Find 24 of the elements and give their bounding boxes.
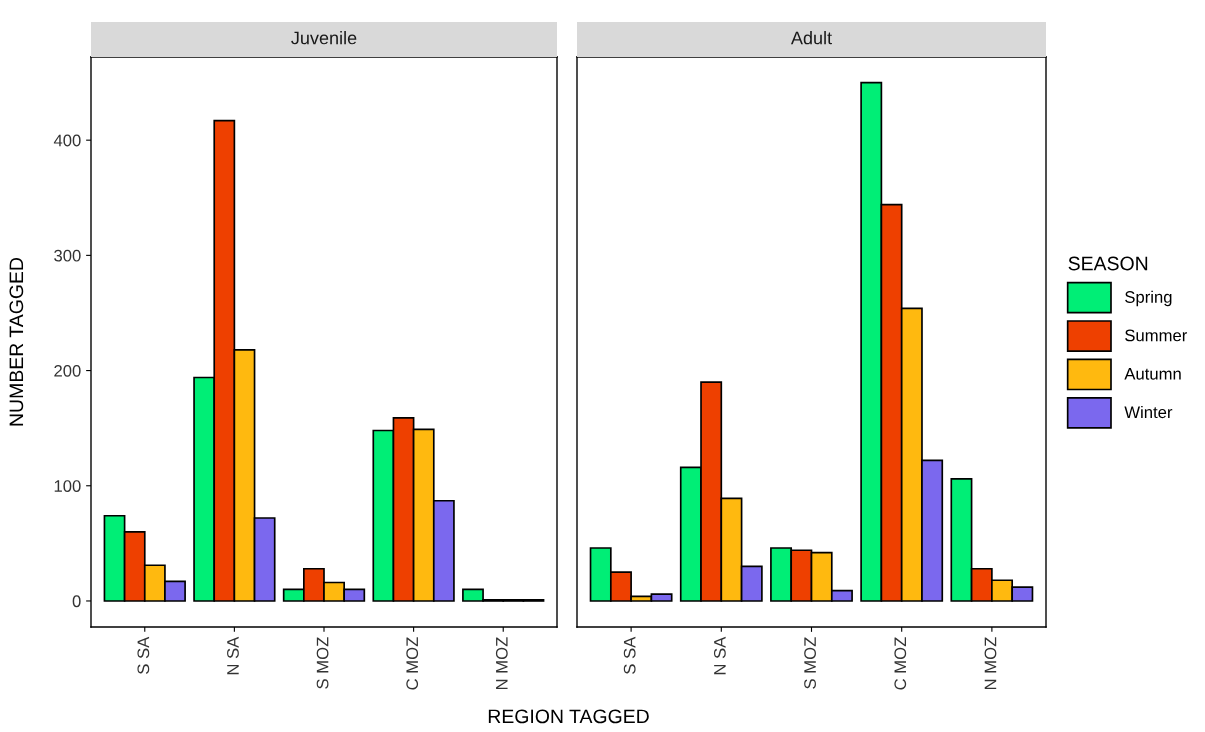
- y-tick-label: 400: [53, 134, 81, 147]
- legend-label: Spring: [1125, 290, 1172, 307]
- x-tick-label: C MOZ: [406, 637, 419, 690]
- legend-label: Winter: [1124, 405, 1173, 419]
- legend-label: Summer: [1125, 329, 1188, 342]
- chart-title: Adult: [790, 31, 832, 45]
- x-tick-label: S SA: [623, 636, 636, 674]
- x-tick-label: S MOZ: [804, 637, 816, 689]
- y-tick-label: 300: [54, 249, 81, 262]
- x-axis-title: REGION TAGGED: [488, 709, 649, 724]
- x-tick-label: N MOZ: [984, 637, 997, 690]
- y-tick-label: 0: [72, 595, 81, 608]
- x-tick-label: S SA: [137, 636, 150, 674]
- x-tick-label: N SA: [713, 636, 726, 675]
- y-tick-label: 200: [54, 364, 81, 377]
- chart-title: Juvenile: [291, 31, 357, 45]
- x-tick-label: C MOZ: [894, 637, 907, 690]
- x-tick-label: N SA: [227, 636, 239, 675]
- y-tick-label: 100: [54, 480, 81, 492]
- x-tick-label: S MOZ: [316, 637, 329, 689]
- y-axis-title: NUMBER TAGGED: [9, 257, 24, 426]
- legend-label: Autumn: [1124, 368, 1181, 380]
- legend-title: SEASON: [1068, 256, 1148, 271]
- x-tick-label: N MOZ: [495, 637, 508, 690]
